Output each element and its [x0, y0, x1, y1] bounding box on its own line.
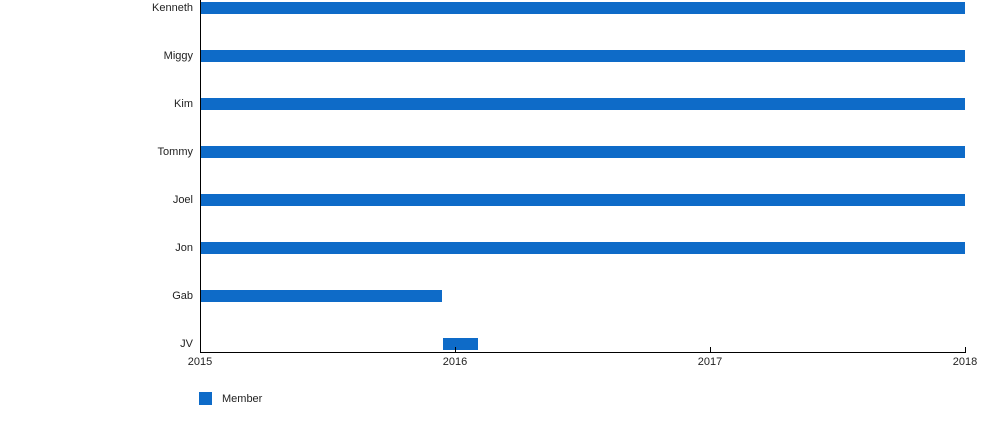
row-label-jv: JV [180, 338, 193, 350]
x-tick-label-2018: 2018 [952, 356, 978, 368]
bar-miggy [201, 50, 965, 62]
x-axis-line [200, 352, 966, 353]
row-label-joel: Joel [172, 194, 193, 206]
row-label-miggy: Miggy [163, 50, 193, 62]
bar-kenneth [201, 2, 965, 14]
row-label-kim: Kim [174, 98, 193, 110]
bar-kim [201, 98, 965, 110]
x-tick-2017 [710, 347, 711, 352]
x-tick-2018 [965, 347, 966, 352]
row-label-gab: Gab [172, 290, 193, 302]
legend-color-swatch [199, 392, 212, 405]
row-label-kenneth: Kenneth [152, 2, 193, 14]
legend: Member [199, 392, 262, 405]
row-label-jon: Jon [175, 242, 193, 254]
bar-tommy [201, 146, 965, 158]
legend-label: Member [222, 392, 263, 405]
x-tick-label-2016: 2016 [442, 356, 468, 368]
x-tick-2016 [455, 347, 456, 352]
y-axis-line [200, 0, 201, 352]
row-label-tommy: Tommy [157, 146, 193, 158]
x-tick-label-2017: 2017 [697, 356, 723, 368]
bar-jv [443, 338, 478, 350]
bar-joel [201, 194, 965, 206]
bar-gab [201, 290, 443, 302]
x-tick-2015 [200, 347, 201, 352]
bar-jon [201, 242, 965, 254]
x-tick-label-2015: 2015 [187, 356, 213, 368]
